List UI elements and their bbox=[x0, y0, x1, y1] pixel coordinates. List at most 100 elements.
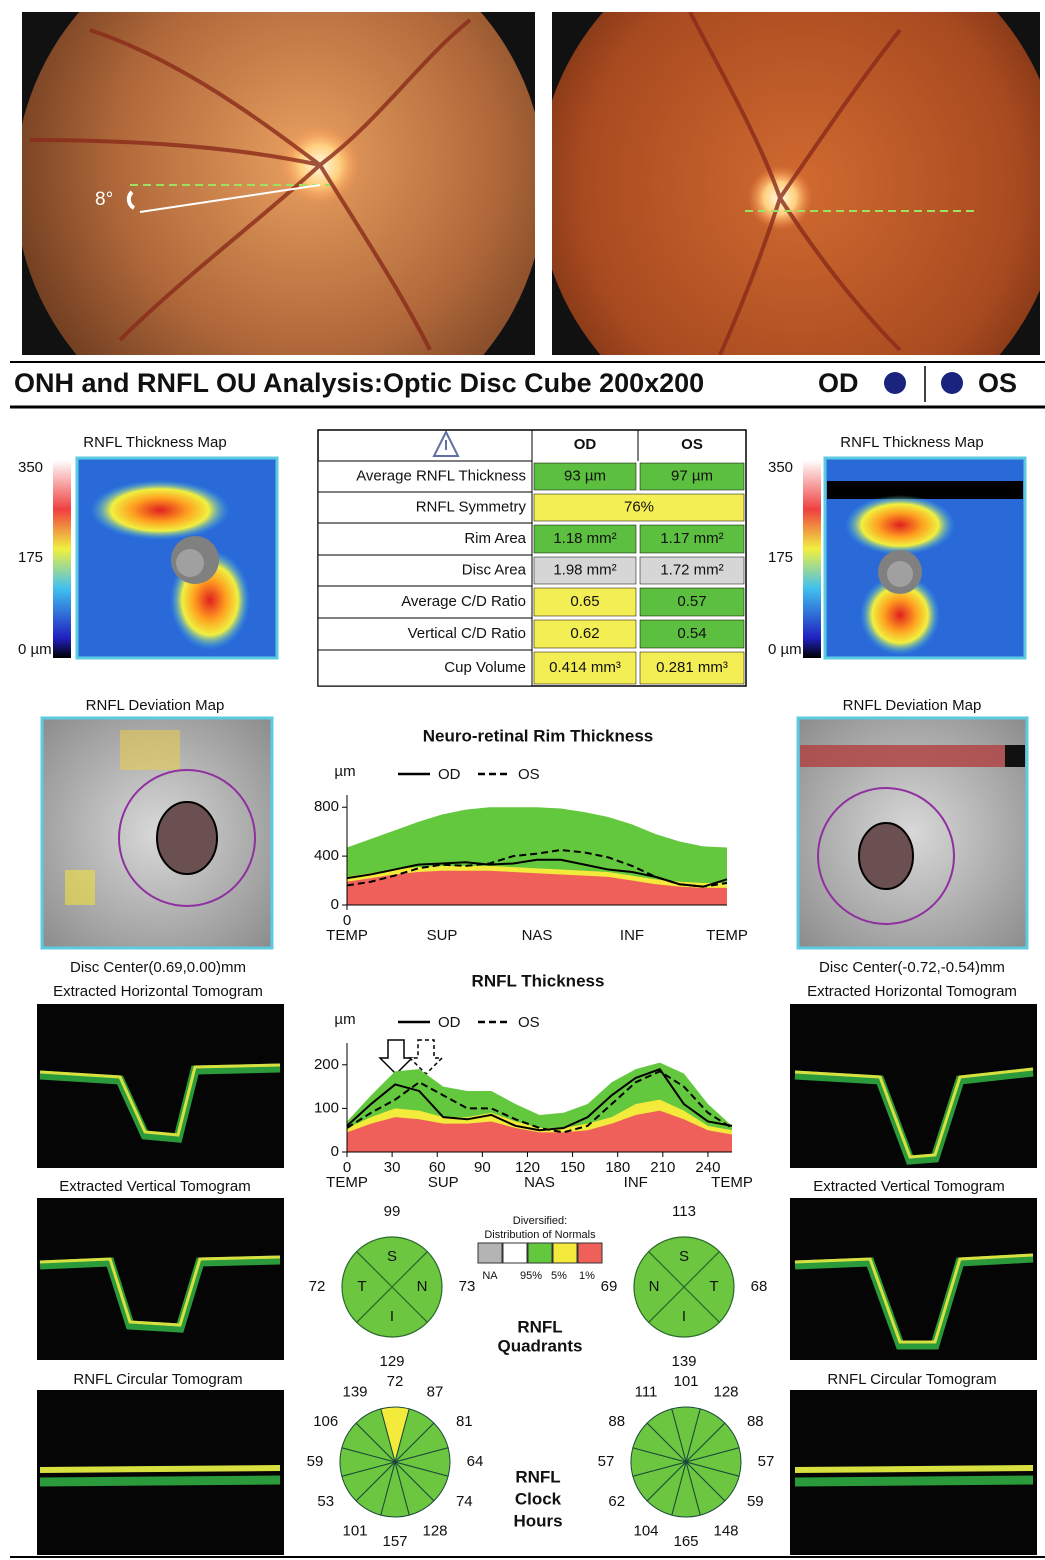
scale-label: 350 bbox=[768, 459, 793, 476]
disc-center: Disc Center(0.69,0.00)mm bbox=[70, 959, 246, 976]
quadrant-value: 113 bbox=[672, 1203, 696, 1220]
series-line bbox=[346, 1067, 733, 1132]
value-cell bbox=[639, 524, 745, 554]
y-tick-label: 400 bbox=[314, 847, 339, 864]
cell-value: 0.281 mm³ bbox=[656, 659, 728, 676]
clock-value: 104 bbox=[633, 1522, 658, 1539]
value-cell bbox=[533, 651, 637, 685]
value-cell bbox=[639, 556, 745, 585]
value-cell bbox=[533, 493, 745, 522]
cell-value: 0.65 bbox=[570, 593, 599, 610]
value-cell bbox=[533, 619, 637, 649]
clock-value: 53 bbox=[317, 1493, 334, 1510]
tomogram-title: RNFL Circular Tomogram bbox=[827, 1371, 996, 1388]
cell-value: 1.72 mm² bbox=[660, 561, 723, 578]
clock-value: 139 bbox=[342, 1384, 367, 1401]
quadrant-value: 129 bbox=[379, 1353, 404, 1370]
clock-value: 64 bbox=[467, 1453, 484, 1470]
quadrant-sector bbox=[647, 1236, 721, 1288]
legend-label: 95% bbox=[520, 1270, 542, 1282]
clock-sector bbox=[355, 1408, 396, 1464]
clock-value: 148 bbox=[713, 1522, 738, 1539]
row-label: RNFL Symmetry bbox=[416, 498, 527, 515]
report-title: ONH and RNFL OU Analysis:Optic Disc Cube… bbox=[14, 368, 704, 398]
y-axis-label: µm bbox=[334, 763, 355, 780]
tomograms bbox=[37, 1004, 1037, 1555]
quadrant-value: 73 bbox=[459, 1278, 476, 1295]
legend-label: OD bbox=[438, 1014, 461, 1031]
x-region-label: INF bbox=[620, 927, 644, 944]
row-label-cell bbox=[317, 585, 533, 619]
row-label-cell bbox=[317, 522, 533, 556]
x-region-label: TEMP bbox=[326, 927, 368, 944]
quadrant-letter: T bbox=[357, 1278, 366, 1295]
clock-value: 74 bbox=[456, 1493, 473, 1510]
peak-arrows bbox=[378, 1039, 444, 1076]
quadrant-value: 139 bbox=[671, 1353, 696, 1370]
clock-caption: Clock bbox=[515, 1489, 562, 1508]
x-region-label: INF bbox=[624, 1174, 648, 1191]
clock-value: 101 bbox=[673, 1373, 698, 1390]
series-line bbox=[346, 848, 728, 888]
row-label-cell bbox=[317, 649, 533, 687]
column-header: OD bbox=[574, 436, 597, 453]
quadrant-sector bbox=[633, 1250, 685, 1324]
clock-value: 57 bbox=[598, 1453, 615, 1470]
quadrant-sector bbox=[341, 1250, 393, 1324]
os-label: OS bbox=[978, 368, 1017, 398]
scale-label: 0 µm bbox=[18, 641, 52, 658]
quadrant-letter: I bbox=[682, 1308, 686, 1325]
clock-value: 101 bbox=[342, 1522, 367, 1539]
x-region-label: SUP bbox=[428, 1174, 459, 1191]
od-label: OD bbox=[818, 368, 859, 398]
tomogram-title: Extracted Horizontal Tomogram bbox=[807, 983, 1017, 1000]
quadrant-letter: N bbox=[649, 1278, 660, 1295]
x-tick-label: 150 bbox=[560, 1159, 585, 1176]
cell-value: 0.57 bbox=[677, 593, 706, 610]
x-tick-label: 240 bbox=[695, 1159, 720, 1176]
scale-label: 350 bbox=[18, 459, 43, 476]
scale-label: 175 bbox=[18, 549, 43, 566]
row-label: Vertical C/D Ratio bbox=[408, 625, 526, 642]
x-tick-label: 90 bbox=[474, 1159, 491, 1176]
row-label: Disc Area bbox=[462, 561, 527, 578]
column-header: OS bbox=[681, 436, 703, 453]
cell-value: 76% bbox=[624, 498, 654, 515]
row-label-cell bbox=[317, 491, 533, 524]
deviation-map-left bbox=[40, 716, 274, 950]
clock-value: 128 bbox=[713, 1384, 738, 1401]
thickness-map-left bbox=[53, 456, 279, 660]
x-tick-label: 120 bbox=[515, 1159, 540, 1176]
x-tick-label: 210 bbox=[650, 1159, 675, 1176]
legend-title: Diversified: bbox=[513, 1215, 567, 1227]
legend-title: Distribution of Normals bbox=[484, 1229, 596, 1241]
legend-label: NA bbox=[482, 1270, 498, 1282]
x-tick-label: 60 bbox=[429, 1159, 446, 1176]
quadrant-sector bbox=[391, 1250, 443, 1324]
quadrant-sector bbox=[647, 1286, 721, 1338]
clock-value: 165 bbox=[673, 1533, 698, 1550]
clock-value: 111 bbox=[635, 1384, 658, 1401]
x-region-label: SUP bbox=[427, 927, 458, 944]
clock-caption: RNFL bbox=[515, 1467, 560, 1486]
quadrant-value: 69 bbox=[601, 1278, 618, 1295]
quadrant-value: 72 bbox=[309, 1278, 326, 1295]
legend-swatch bbox=[552, 1242, 578, 1264]
map-title: RNFL Thickness Map bbox=[83, 434, 226, 451]
x-tick-label: 0 bbox=[343, 912, 351, 929]
legend-swatch bbox=[527, 1242, 553, 1264]
value-cell bbox=[533, 556, 637, 585]
chart-title: Neuro-retinal Rim Thickness bbox=[423, 726, 654, 745]
clock-value: 62 bbox=[608, 1493, 625, 1510]
value-cell bbox=[639, 651, 745, 685]
cell-value: 97 µm bbox=[671, 467, 713, 484]
angle-label: 8° bbox=[95, 189, 113, 210]
value-cell bbox=[639, 587, 745, 617]
row-label: Rim Area bbox=[464, 530, 526, 547]
quadrant-value: 99 bbox=[384, 1203, 401, 1220]
x-tick-label: 30 bbox=[384, 1159, 401, 1176]
clock-value: 157 bbox=[382, 1533, 407, 1550]
clock-value: 59 bbox=[747, 1493, 764, 1510]
value-cell bbox=[533, 587, 637, 617]
quadrant-sector bbox=[355, 1236, 429, 1288]
